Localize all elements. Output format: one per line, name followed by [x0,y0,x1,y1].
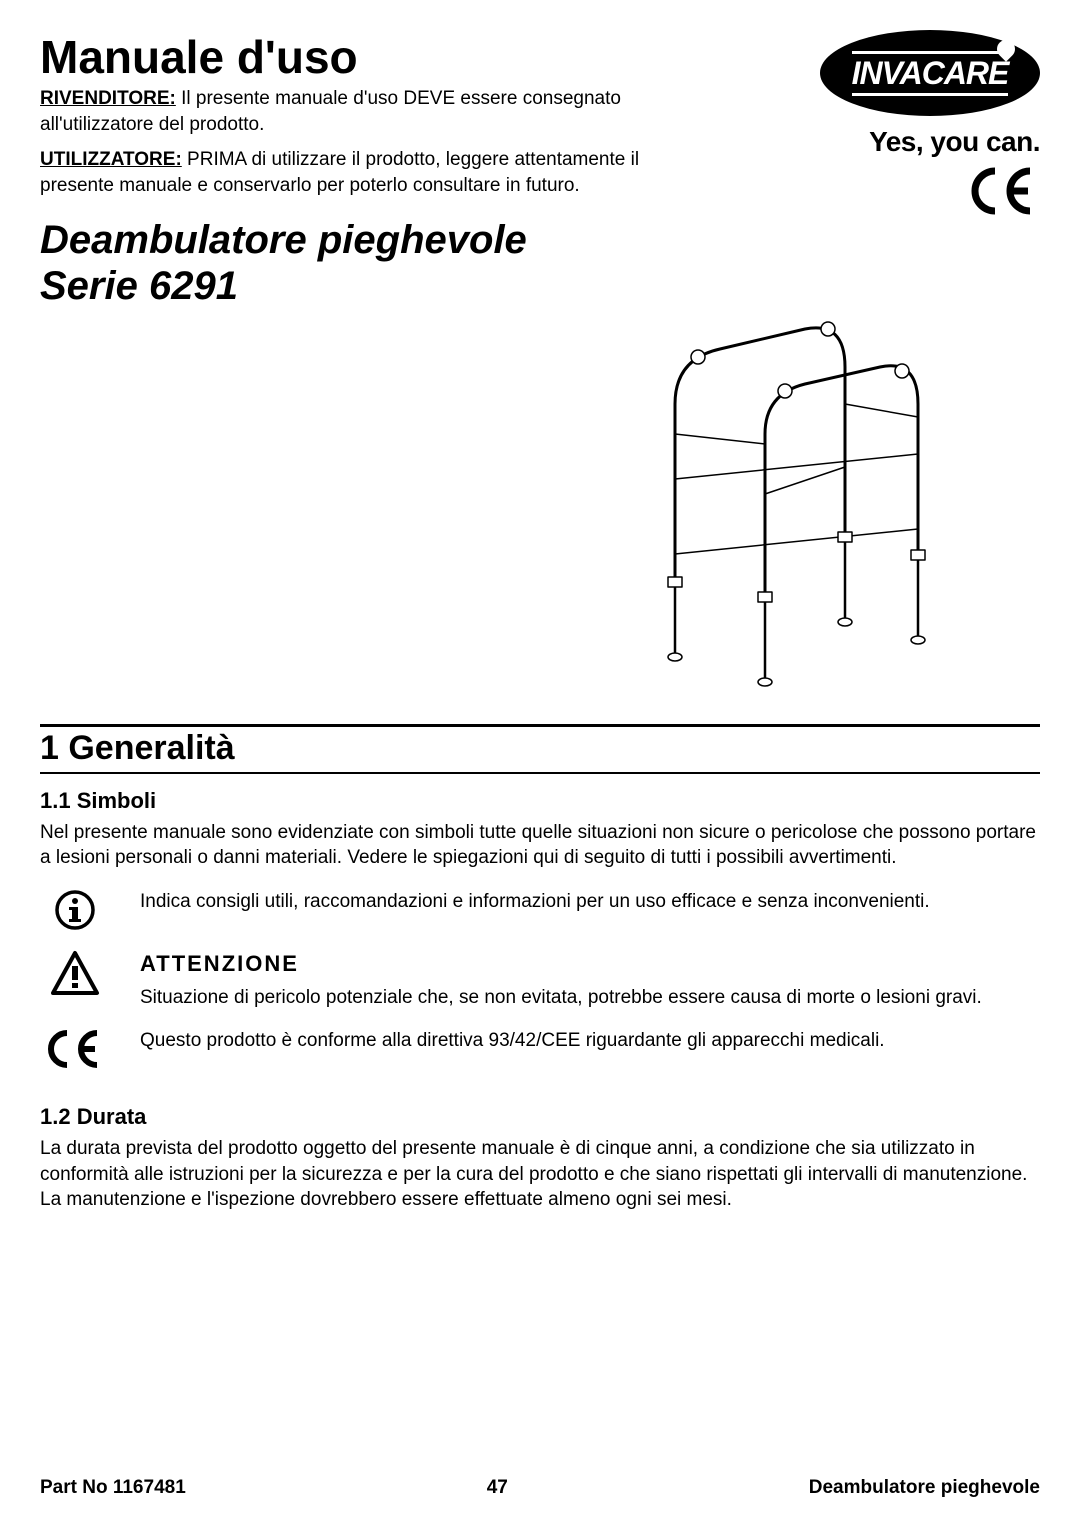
product-name-line1: Deambulatore pieghevole [40,217,680,263]
info-symbol-row: Indica consigli utili, raccomandazioni e… [40,889,1040,931]
section-1-2-heading: 1.2 Durata [40,1104,1040,1130]
footer-part-no: Part No 1167481 [40,1477,186,1499]
section-1-1-body: Nel presente manuale sono evidenziate co… [40,820,1040,871]
dealer-note: RIVENDITORE: Il presente manuale d'uso D… [40,86,680,137]
warning-icon [40,949,110,997]
info-text: Indica consigli utili, raccomandazioni e… [140,889,1040,915]
section-divider-bottom [40,772,1040,774]
brand-name: INVACARE [852,51,1009,96]
brand-logo: INVACARE [820,30,1040,116]
section-1-heading: 1 Generalità [40,729,1040,768]
ce-mark-icon [780,166,1040,229]
warning-symbol-row: ATTENZIONE Situazione di pericolo potenz… [40,949,1040,1010]
manual-title: Manuale d'uso [40,30,680,84]
section-divider-top [40,724,1040,727]
product-title: Deambulatore pieghevole Serie 6291 [40,217,680,309]
section-1-1-heading: 1.1 Simboli [40,788,1040,814]
ce-small-icon [40,1028,110,1070]
brand-tagline: Yes, you can. [780,126,1040,158]
info-icon [40,889,110,931]
user-label: UTILIZZATORE: [40,149,182,170]
attention-text: Situazione di pericolo potenziale che, s… [140,985,1040,1011]
dealer-label: RIVENDITORE: [40,88,176,109]
section-1-2-body: La durata prevista del prodotto oggetto … [40,1136,1040,1213]
attention-label: ATTENZIONE [140,949,1040,979]
product-illustration [40,299,1040,704]
footer-page-no: 47 [487,1477,508,1499]
product-name-line2: Serie 6291 [40,263,680,309]
ce-description: Questo prodotto è conforme alla direttiv… [140,1028,1040,1054]
footer-product-name: Deambulatore pieghevole [809,1477,1040,1499]
ce-symbol-row: Questo prodotto è conforme alla direttiv… [40,1028,1040,1070]
user-note: UTILIZZATORE: PRIMA di utilizzare il pro… [40,147,680,198]
